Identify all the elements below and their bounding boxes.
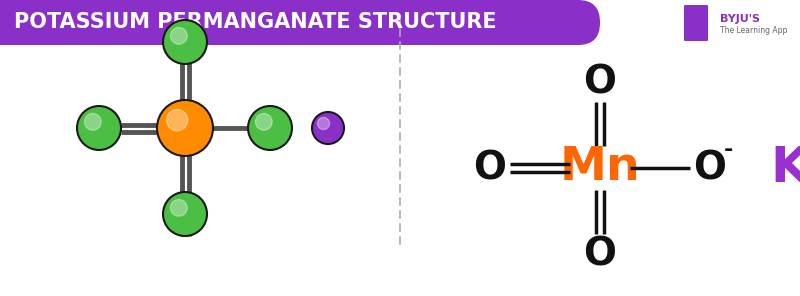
Text: K: K <box>770 144 800 192</box>
Circle shape <box>312 112 344 144</box>
Text: BYJU'S: BYJU'S <box>720 14 760 24</box>
Circle shape <box>166 110 188 131</box>
Circle shape <box>318 118 330 130</box>
FancyBboxPatch shape <box>0 0 570 45</box>
Text: The Learning App: The Learning App <box>720 26 787 35</box>
Text: O: O <box>694 149 726 187</box>
Circle shape <box>85 113 101 130</box>
FancyBboxPatch shape <box>684 5 708 41</box>
Circle shape <box>163 192 207 236</box>
Circle shape <box>170 200 187 216</box>
Text: -: - <box>723 140 733 160</box>
Circle shape <box>248 106 292 150</box>
Text: O: O <box>474 149 506 187</box>
Text: O: O <box>583 235 617 273</box>
FancyBboxPatch shape <box>540 0 600 45</box>
Text: O: O <box>583 63 617 101</box>
Text: Mn: Mn <box>560 146 640 191</box>
Circle shape <box>255 113 272 130</box>
Text: POTASSIUM PERMANGANATE STRUCTURE: POTASSIUM PERMANGANATE STRUCTURE <box>14 12 497 33</box>
Circle shape <box>163 20 207 64</box>
Circle shape <box>157 100 213 156</box>
Circle shape <box>77 106 121 150</box>
Circle shape <box>170 28 187 44</box>
